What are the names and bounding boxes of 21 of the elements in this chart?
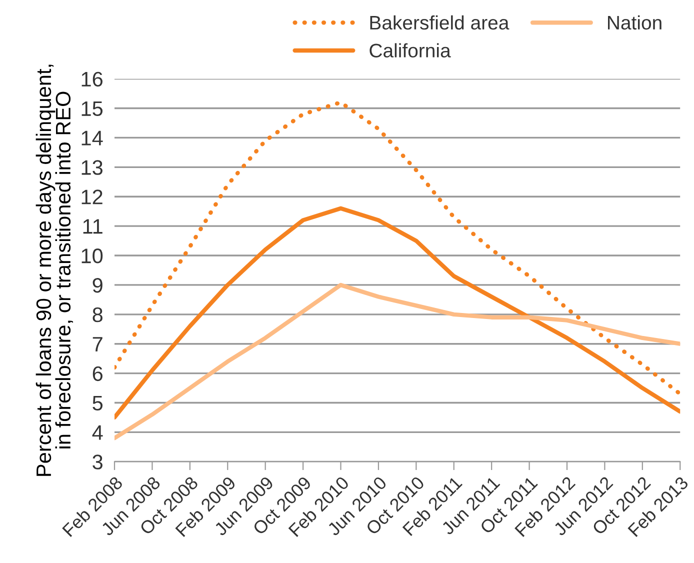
legend-label: California bbox=[370, 43, 451, 58]
line-series bbox=[114, 282, 680, 440]
y-tick-label: 15 bbox=[82, 101, 103, 116]
y-tick-label: 8 bbox=[92, 307, 102, 322]
y-axis-title: Percent of loans 90 or more days delinquent, in foreclosure, or transitioned into REO bbox=[36, 64, 74, 476]
y-tick-label: 6 bbox=[92, 366, 102, 382]
y-tick-label: 4 bbox=[92, 425, 103, 440]
legend-label: Nation bbox=[608, 15, 662, 30]
legend-label: Bakersfield area bbox=[370, 15, 510, 30]
y-tick-label: 16 bbox=[82, 72, 102, 87]
y-tick-label: 13 bbox=[82, 160, 102, 175]
y-tick-label: 3 bbox=[92, 454, 102, 470]
y-tick-label: 14 bbox=[82, 130, 103, 146]
y-tick-label: 11 bbox=[83, 219, 102, 234]
y-tick-label: 9 bbox=[92, 278, 102, 293]
line-series bbox=[114, 206, 680, 420]
y-tick-label: 12 bbox=[82, 190, 102, 204]
line-series bbox=[114, 100, 680, 396]
y-tick-label: 10 bbox=[82, 248, 103, 264]
y-tick-label: 5 bbox=[92, 396, 103, 411]
y-tick-label: 7 bbox=[92, 337, 102, 352]
